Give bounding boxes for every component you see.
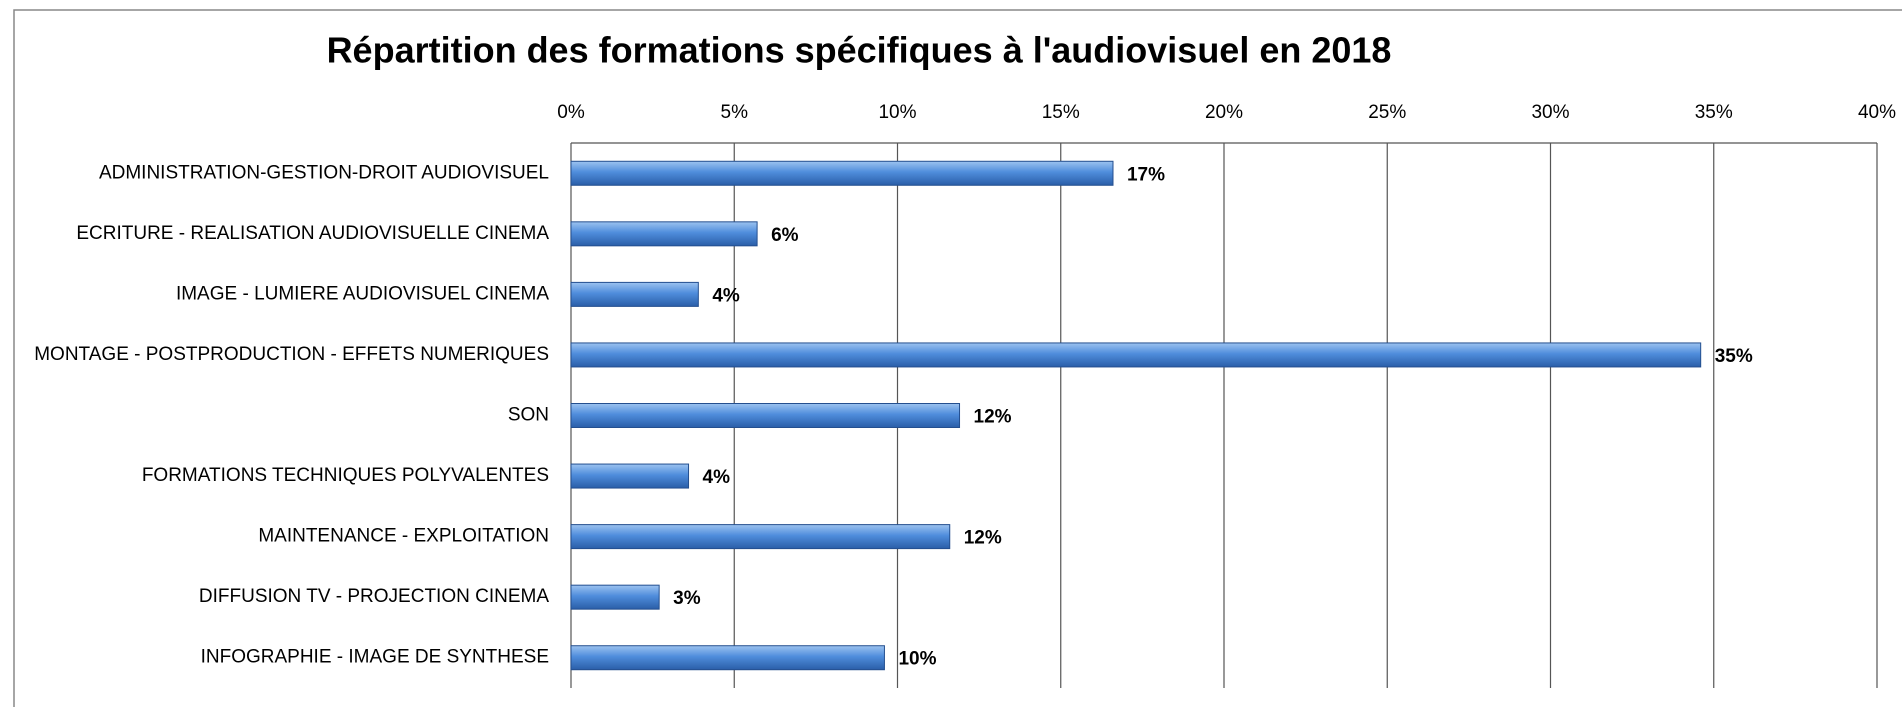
data-label: 4% (703, 467, 731, 488)
x-tick-label: 0% (557, 102, 585, 123)
data-label: 10% (898, 649, 936, 670)
y-tick-label: IMAGE - LUMIERE AUDIOVISUEL CINEMA (176, 283, 549, 304)
data-label: 12% (974, 407, 1012, 428)
x-tick-label: 10% (878, 102, 916, 123)
data-label: 6% (771, 225, 799, 246)
y-tick-label: MAINTENANCE - EXPLOITATION (258, 526, 549, 547)
x-tick-label: 5% (721, 102, 749, 123)
y-tick-label: DIFFUSION TV - PROJECTION CINEMA (199, 586, 549, 607)
data-label: 3% (673, 588, 701, 609)
x-tick-label: 35% (1695, 102, 1733, 123)
bar (570, 403, 961, 428)
data-label: 17% (1127, 164, 1165, 185)
y-tick-label: MONTAGE - POSTPRODUCTION - EFFETS NUMERI… (34, 344, 549, 365)
bar (570, 281, 699, 307)
y-tick-label: FORMATIONS TECHNIQUES POLYVALENTES (142, 465, 549, 486)
bar (570, 584, 660, 610)
bar (570, 524, 951, 550)
bar (570, 221, 758, 247)
x-tick-label: 20% (1205, 102, 1243, 123)
bar (570, 342, 1702, 368)
y-tick-label: ADMINISTRATION-GESTION-DROIT AUDIOVISUEL (99, 162, 549, 183)
bar (570, 160, 1114, 186)
bar (570, 463, 690, 489)
y-tick-label: INFOGRAPHIE - IMAGE DE SYNTHESE (201, 647, 549, 668)
y-tick-label: ECRITURE - REALISATION AUDIOVISUELLE CIN… (76, 223, 549, 244)
data-label: 4% (712, 285, 740, 306)
bar (570, 645, 885, 671)
x-tick-label: 40% (1858, 102, 1896, 123)
y-tick-label: SON (508, 405, 549, 426)
data-label: 12% (964, 528, 1002, 549)
x-tick-label: 15% (1042, 102, 1080, 123)
x-tick-label: 30% (1531, 102, 1569, 123)
chart-title: Répartition des formations spécifiques à… (327, 30, 1392, 71)
x-tick-label: 25% (1368, 102, 1406, 123)
data-label: 35% (1715, 346, 1753, 367)
